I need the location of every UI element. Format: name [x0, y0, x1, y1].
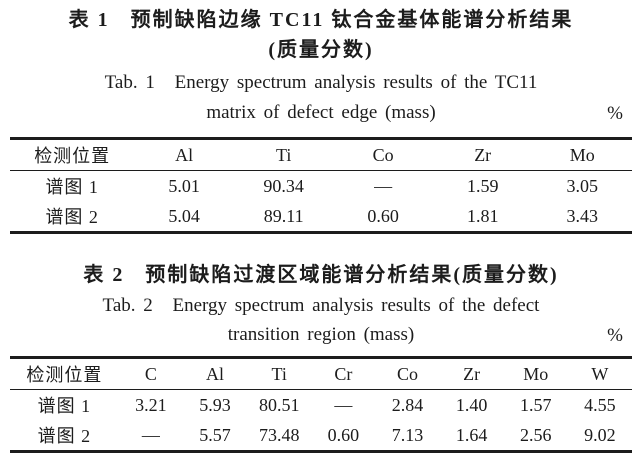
- table2-caption-en-line2-row: transition region (mass) %: [0, 323, 642, 347]
- value-cell: 1.40: [455, 394, 488, 415]
- value-cell: 1.64: [455, 424, 488, 445]
- row-label-cell: 谱图 2: [45, 207, 99, 227]
- table1-col-header-ti: Ti: [233, 138, 334, 171]
- table2-caption-en-line2: transition region (mass): [227, 324, 415, 345]
- table2-col-header-w: W: [567, 357, 632, 390]
- table-row: 谱图 2 5.04 89.11 0.60 1.81 3.43: [10, 201, 632, 233]
- value-cell: 7.13: [391, 424, 424, 445]
- table1-caption-en-line2: matrix of defect edge (mass): [206, 102, 436, 123]
- value-cell: —: [374, 175, 393, 196]
- table1-caption-zh: 表 1 预制缺陷边缘 TC11 钛合金基体能谱分析结果: [0, 7, 642, 34]
- value-cell: 80.51: [258, 394, 300, 415]
- table2-caption-en: Tab. 2 Energy spectrum analysis results …: [0, 294, 642, 318]
- value-cell: 5.57: [199, 424, 231, 445]
- value-cell: 4.55: [584, 394, 616, 415]
- value-cell: 3.05: [566, 175, 598, 196]
- row-label-cell: 谱图 1: [37, 396, 92, 416]
- table1-caption-en: Tab. 1 Energy spectrum analysis results …: [0, 71, 642, 95]
- table1-caption-zh-text: 预制缺陷边缘 TC11 钛合金基体能谱分析结果: [130, 9, 574, 31]
- table2-col-header-cr: Cr: [311, 357, 376, 390]
- table1-caption-en-label: Tab. 1: [104, 72, 155, 93]
- table2: 检测位置 C Al Ti Cr Co Zr Mo W 谱图 1 3.21 5.9…: [10, 356, 632, 453]
- table1-header-row: 检测位置 Al Ti Co Zr Mo: [10, 138, 632, 171]
- value-cell: 1.81: [466, 205, 499, 226]
- value-cell: 9.02: [584, 424, 616, 445]
- value-cell: 3.21: [135, 394, 167, 415]
- table2-unit-label: %: [607, 325, 623, 346]
- table1-col-header-zr: Zr: [432, 138, 533, 171]
- table1: 检测位置 Al Ti Co Zr Mo 谱图 1 5.01 90.34 — 1.…: [10, 137, 632, 234]
- value-cell: 1.59: [466, 175, 499, 196]
- table1-col-header-mo: Mo: [532, 138, 632, 171]
- value-cell: 5.04: [168, 205, 200, 226]
- table2-col-header-ti: Ti: [247, 357, 312, 390]
- value-cell: 0.60: [367, 205, 399, 226]
- table1-unit-label: %: [607, 103, 623, 124]
- value-cell: —: [334, 394, 353, 415]
- table2-col-header-position: 检测位置: [10, 357, 119, 390]
- value-cell: 0.60: [327, 424, 360, 445]
- value-cell: 3.43: [566, 205, 598, 226]
- table2-col-header-mo: Mo: [503, 357, 568, 390]
- table1-col-header-al: Al: [134, 138, 234, 171]
- table1-caption-zh-label: 表 1: [68, 9, 110, 31]
- table2-caption-en-label: Tab. 2: [102, 295, 153, 316]
- table-row: 谱图 1 3.21 5.93 80.51 — 2.84 1.40 1.57 4.…: [10, 390, 632, 421]
- table2-col-header-co: Co: [375, 357, 440, 390]
- table1-col-header-co: Co: [333, 138, 433, 171]
- row-label-cell: 谱图 2: [37, 426, 92, 446]
- value-cell: —: [141, 424, 160, 445]
- value-cell: 1.57: [520, 394, 552, 415]
- row-label-cell: 谱图 1: [45, 177, 99, 197]
- table2-col-header-al: Al: [182, 357, 248, 390]
- table1-caption-en-line2-row: matrix of defect edge (mass) %: [0, 101, 642, 125]
- table-row: 谱图 1 5.01 90.34 — 1.59 3.05: [10, 171, 632, 202]
- value-cell: 89.11: [263, 205, 304, 226]
- table1-caption-en-text: Energy spectrum analysis results of the …: [174, 72, 538, 93]
- table1-col-header-position: 检测位置: [10, 138, 135, 171]
- table2-block: 表 2 预制缺陷过渡区域能谱分析结果(质量分数) Tab. 2 Energy s…: [0, 262, 642, 453]
- table2-caption-en-text: Energy spectrum analysis results of the …: [172, 295, 540, 316]
- value-cell: 2.84: [391, 394, 424, 415]
- table2-caption-zh-label: 表 2: [83, 264, 125, 286]
- table2-col-header-c: C: [118, 357, 183, 390]
- value-cell: 2.56: [520, 424, 552, 445]
- table1-block: 表 1 预制缺陷边缘 TC11 钛合金基体能谱分析结果 (质量分数) Tab. …: [0, 7, 642, 234]
- value-cell: 5.93: [199, 394, 231, 415]
- value-cell: 73.48: [258, 424, 300, 445]
- table2-caption-zh: 表 2 预制缺陷过渡区域能谱分析结果(质量分数): [0, 262, 642, 288]
- table2-header-row: 检测位置 C Al Ti Cr Co Zr Mo W: [10, 357, 632, 390]
- value-cell: 5.01: [168, 175, 200, 196]
- table2-col-header-zr: Zr: [439, 357, 504, 390]
- table2-caption-zh-text: 预制缺陷过渡区域能谱分析结果(质量分数): [145, 264, 559, 286]
- table-row: 谱图 2 — 5.57 73.48 0.60 7.13 1.64 2.56 9.…: [10, 420, 632, 452]
- table1-caption-zh-subtitle: (质量分数): [268, 39, 374, 61]
- value-cell: 90.34: [263, 175, 304, 196]
